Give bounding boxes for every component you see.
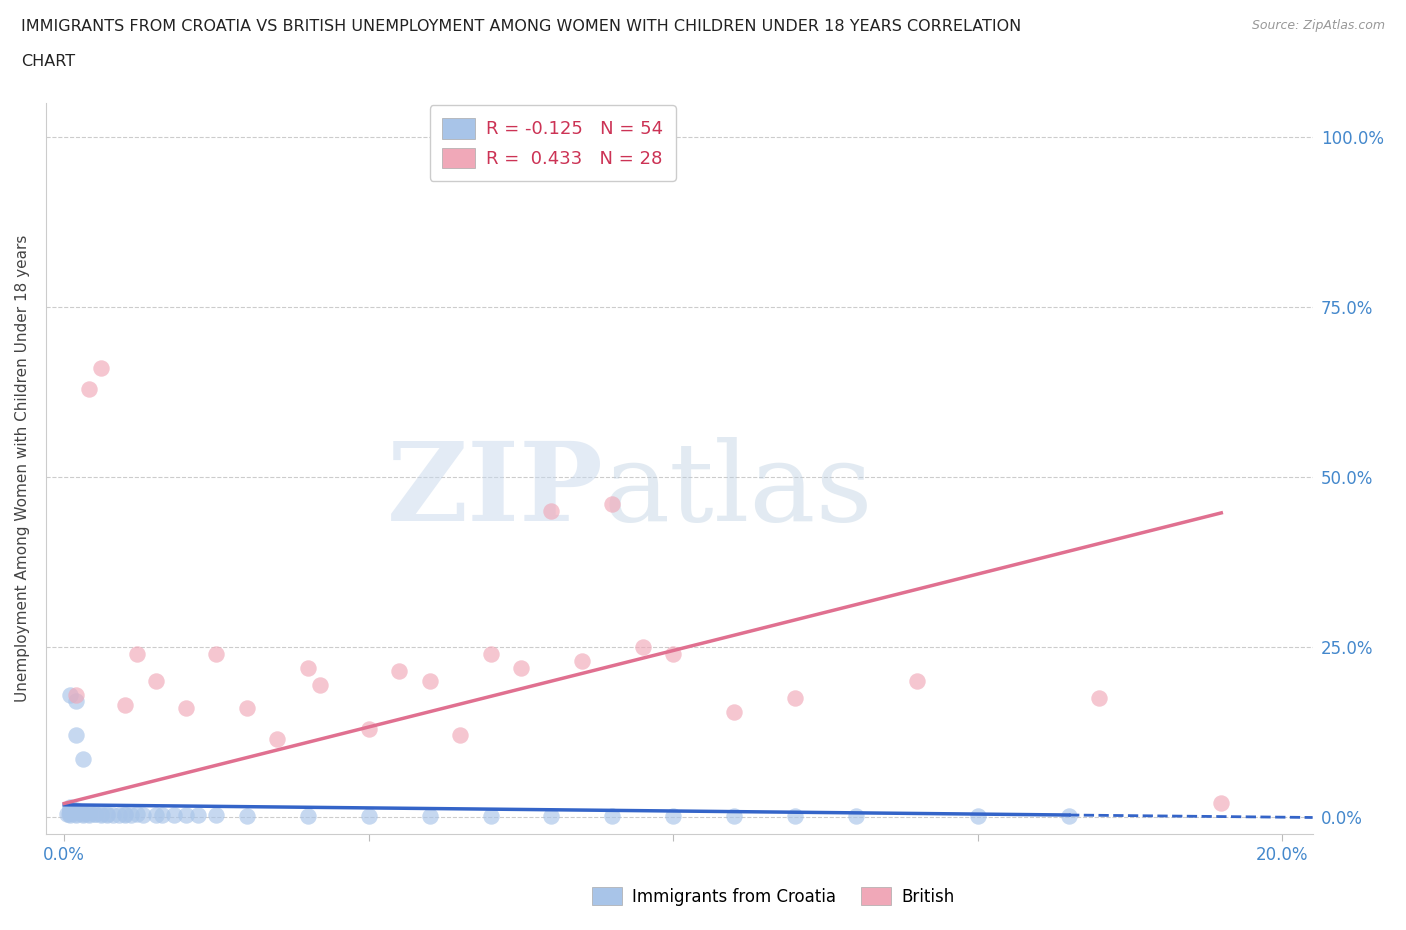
Point <box>662 646 685 661</box>
Point <box>205 807 228 822</box>
Point <box>56 807 79 822</box>
Text: Source: ZipAtlas.com: Source: ZipAtlas.com <box>1251 19 1385 32</box>
Point <box>90 807 112 822</box>
Point <box>65 804 87 819</box>
Point <box>145 673 167 688</box>
Point <box>662 808 685 823</box>
Point <box>163 807 186 822</box>
Point <box>96 807 118 822</box>
Point <box>72 751 94 766</box>
Point <box>479 808 502 823</box>
Point <box>388 663 411 678</box>
Point <box>1211 796 1233 811</box>
Point <box>966 809 988 824</box>
Point <box>77 804 100 819</box>
Point <box>65 806 87 821</box>
Text: ZIP: ZIP <box>387 437 603 544</box>
Point <box>72 805 94 820</box>
Point <box>120 807 142 822</box>
Point <box>540 808 562 823</box>
Point <box>58 806 80 821</box>
Point <box>65 694 87 709</box>
Point <box>114 807 136 822</box>
Point <box>783 691 806 706</box>
Point <box>236 701 259 716</box>
Point <box>510 660 533 675</box>
Point <box>65 687 87 702</box>
Point <box>114 807 136 822</box>
Point <box>127 646 149 661</box>
Point <box>602 808 624 823</box>
Point <box>602 497 624 512</box>
Point <box>90 361 112 376</box>
Point <box>127 807 149 822</box>
Point <box>419 673 441 688</box>
Point <box>236 808 259 823</box>
Point <box>59 805 82 820</box>
Point <box>631 640 654 655</box>
Point <box>905 673 928 688</box>
Point <box>1088 691 1111 706</box>
Point <box>174 701 197 716</box>
Point <box>101 807 124 822</box>
Point <box>59 804 82 819</box>
Point <box>449 728 471 743</box>
Point <box>297 660 319 675</box>
Point <box>114 698 136 712</box>
Point <box>783 808 806 823</box>
Point <box>77 381 100 396</box>
Point <box>1057 809 1080 824</box>
Point <box>419 808 441 823</box>
Point <box>90 807 112 822</box>
Point <box>59 800 82 815</box>
Point <box>77 807 100 822</box>
Point <box>77 807 100 822</box>
Point <box>96 807 118 822</box>
Point <box>266 731 288 746</box>
Point <box>723 808 745 823</box>
Point <box>845 809 868 824</box>
Point <box>59 803 82 817</box>
Y-axis label: Unemployment Among Women with Children Under 18 years: Unemployment Among Women with Children U… <box>15 235 30 702</box>
Point <box>357 722 380 737</box>
Point <box>174 807 197 822</box>
Point <box>59 807 82 822</box>
Point <box>72 807 94 822</box>
Text: IMMIGRANTS FROM CROATIA VS BRITISH UNEMPLOYMENT AMONG WOMEN WITH CHILDREN UNDER : IMMIGRANTS FROM CROATIA VS BRITISH UNEMP… <box>21 19 1021 33</box>
Point <box>132 807 155 822</box>
Point <box>65 807 87 822</box>
Point <box>540 504 562 519</box>
Text: atlas: atlas <box>603 437 873 544</box>
Point <box>150 807 173 822</box>
Point <box>187 807 209 822</box>
Point <box>205 646 228 661</box>
Point <box>571 653 593 668</box>
Point <box>72 807 94 822</box>
Point <box>479 646 502 661</box>
Point <box>65 728 87 743</box>
Point <box>309 677 332 692</box>
Text: CHART: CHART <box>21 54 75 69</box>
Point <box>83 807 105 822</box>
Point <box>108 807 131 822</box>
Point <box>723 704 745 719</box>
Point <box>59 687 82 702</box>
Point <box>59 802 82 817</box>
Point <box>297 808 319 823</box>
Point <box>83 806 105 821</box>
Point <box>65 803 87 817</box>
Point <box>357 808 380 823</box>
Legend: Immigrants from Croatia, British: Immigrants from Croatia, British <box>585 881 962 912</box>
Point <box>145 807 167 822</box>
Legend: R = -0.125   N = 54, R =  0.433   N = 28: R = -0.125 N = 54, R = 0.433 N = 28 <box>430 105 675 181</box>
